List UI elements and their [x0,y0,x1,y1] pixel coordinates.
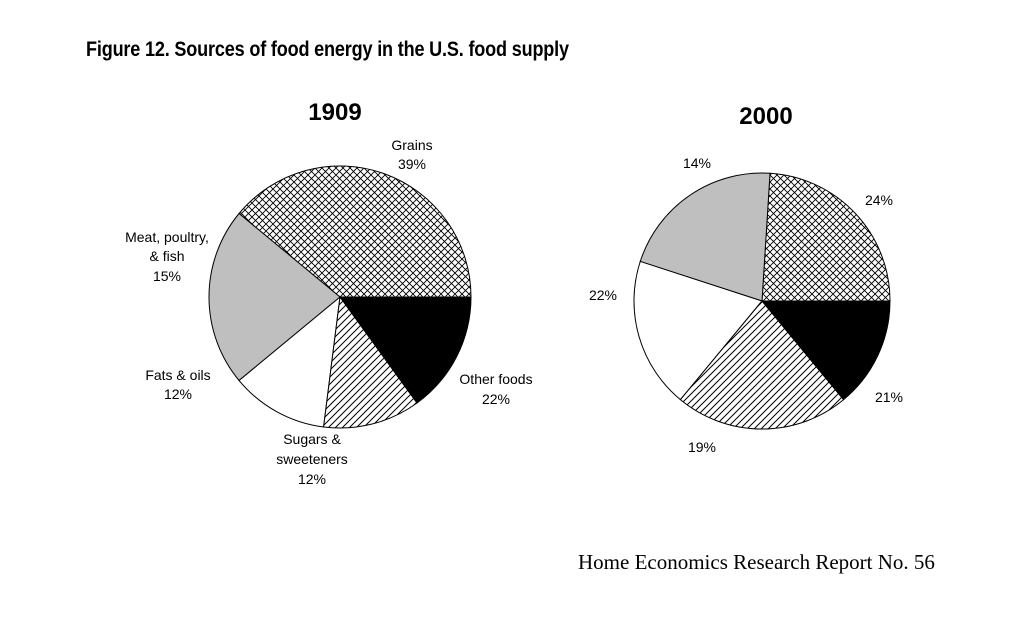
slice-1909-other-foods [208,212,341,382]
slice-2000-meat-poultry-fish [760,300,891,401]
label-meat-pct: 15% [153,268,181,284]
report-footer: Home Economics Research Report No. 56 [578,550,935,574]
label-grains: Grains 39% [391,137,432,172]
label-grains-pct: 39% [398,156,426,172]
pie-1909: 1909 Grains 39% Other foods 22% Sugars &… [125,99,532,487]
pie-title-1909: 1909 [308,99,361,126]
label-fats-pct: 12% [164,386,192,402]
label-2000-fats-pct: 22% [589,287,617,303]
label-2000-grains-pct: 24% [865,192,893,208]
label-other-foods: Other foods 22% [459,371,532,407]
label-meat-line1: Meat, poultry, [125,229,209,245]
slice-1909-sugars-sweeteners [238,295,341,428]
figure-title: Figure 12. Sources of food energy in the… [86,38,569,61]
pie-2000: 2000 24% 21% 19% 22% 14% [589,103,903,455]
label-other-foods-pct: 22% [482,391,510,407]
label-sugars-line2: sweeteners [276,451,348,467]
label-2000-sugars-pct: 19% [688,439,716,455]
label-meat: Meat, poultry, & fish 15% [125,229,209,284]
label-sugars: Sugars & sweeteners 12% [276,431,348,487]
slice-2000-grains [761,172,891,302]
slice-1909-grains [238,165,472,298]
label-meat-line2: & fish [149,248,184,264]
label-other-foods-name: Other foods [459,371,532,387]
label-grains-name: Grains [391,137,432,153]
pie-title-2000: 2000 [739,103,792,130]
slice-1909-fats-oils [323,295,418,429]
label-fats-name: Fats & oils [145,367,210,383]
slice-2000-fats-oils [679,300,845,430]
slice-2000-other-foods [639,172,771,302]
slice-2000-sugars-sweeteners [633,260,763,401]
label-2000-meat-pct: 14% [683,155,711,171]
label-2000-other-pct: 21% [875,389,903,405]
label-sugars-pct: 12% [298,471,326,487]
label-sugars-line1: Sugars & [283,431,341,447]
slice-1909-meat-poultry-fish [339,296,472,404]
label-fats: Fats & oils 12% [145,367,210,402]
